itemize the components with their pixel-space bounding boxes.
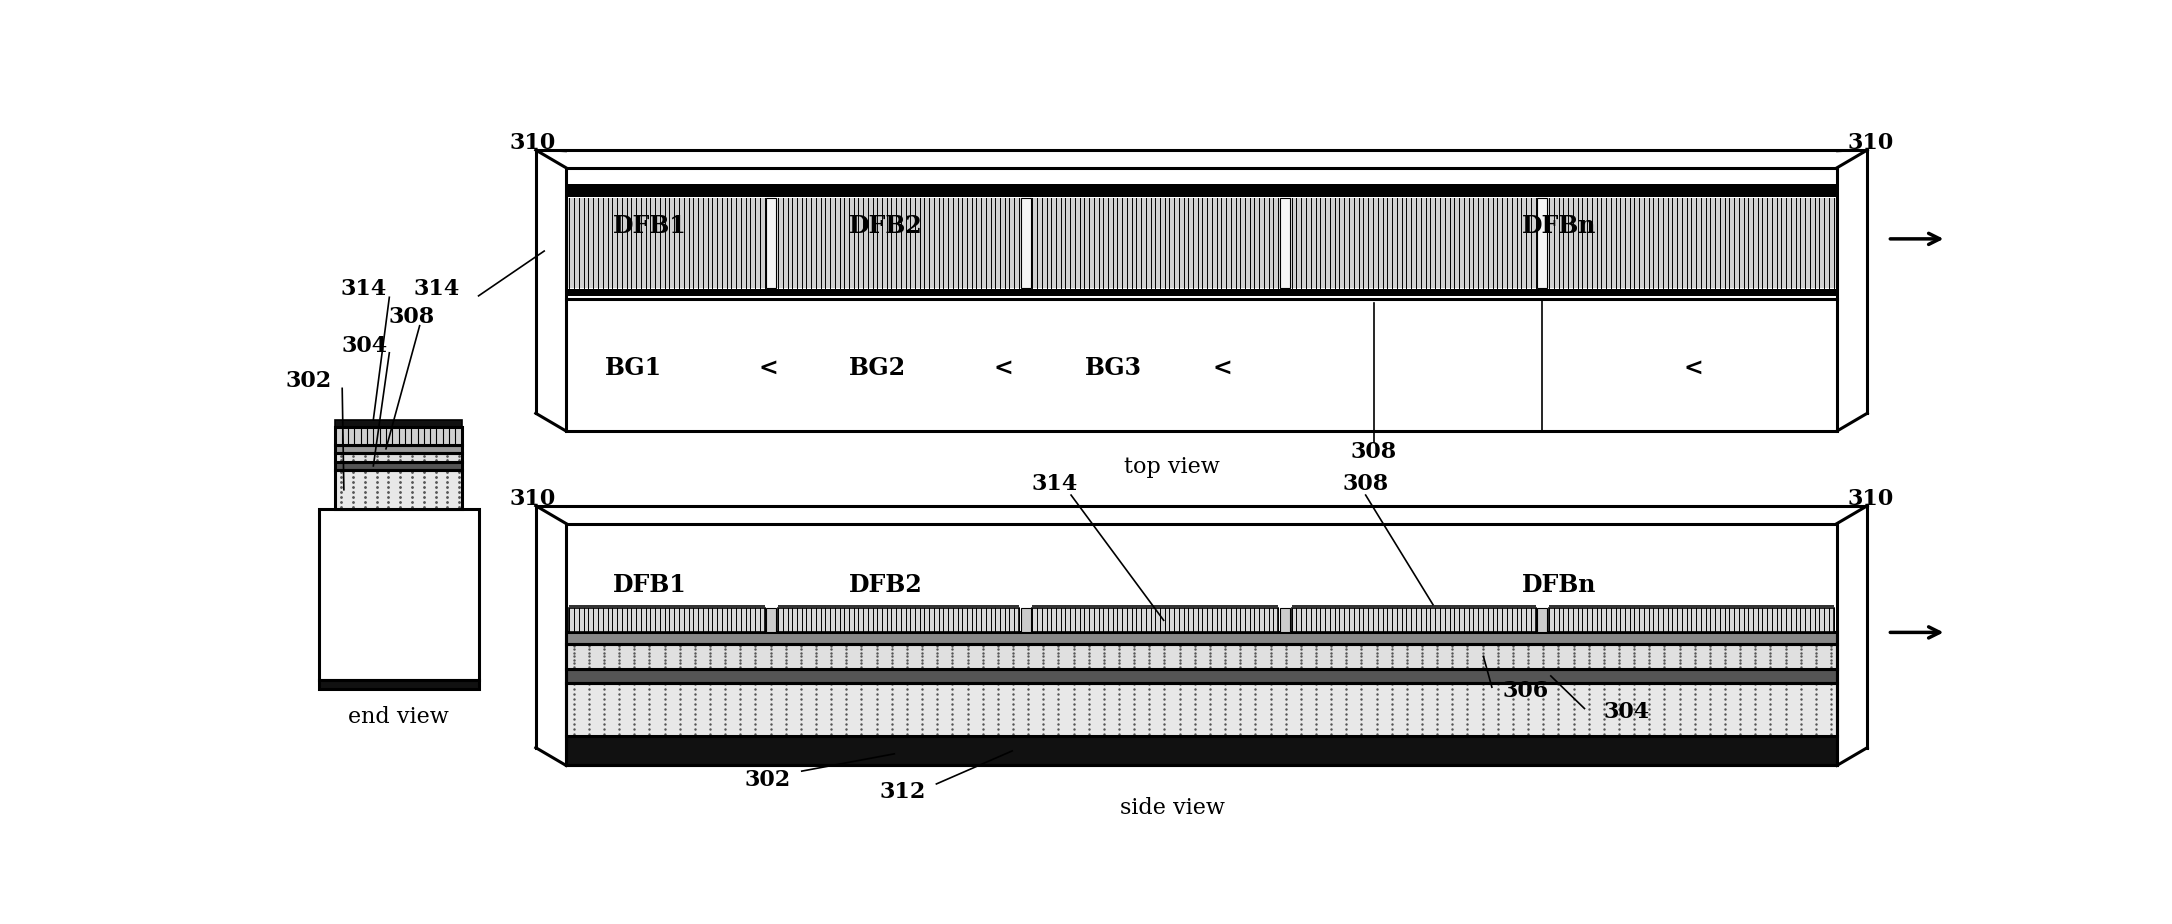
- Bar: [567, 645, 1838, 669]
- Bar: [319, 509, 478, 680]
- Bar: [567, 683, 1838, 736]
- Text: 304: 304: [341, 334, 387, 357]
- Text: 302: 302: [745, 769, 791, 791]
- Bar: [1292, 198, 1536, 288]
- Bar: [1279, 608, 1290, 632]
- Bar: [1292, 608, 1536, 632]
- Bar: [567, 198, 1838, 288]
- Bar: [319, 680, 478, 688]
- Bar: [334, 427, 463, 444]
- Text: DFB1: DFB1: [613, 213, 686, 237]
- Text: BG1: BG1: [604, 356, 662, 380]
- Text: 302: 302: [285, 371, 332, 393]
- Text: 310: 310: [508, 488, 556, 510]
- Text: BG3: BG3: [1084, 356, 1142, 380]
- Bar: [1032, 608, 1277, 632]
- Bar: [1032, 608, 1277, 632]
- Text: DFBn: DFBn: [1523, 573, 1596, 597]
- Bar: [567, 289, 1838, 297]
- Text: 308: 308: [1351, 442, 1397, 464]
- Text: 304: 304: [1603, 701, 1649, 723]
- Bar: [334, 453, 463, 462]
- Text: side view: side view: [1119, 797, 1225, 820]
- Bar: [569, 608, 765, 632]
- Text: DFBn: DFBn: [1523, 213, 1596, 237]
- Bar: [778, 198, 1019, 288]
- Bar: [1549, 608, 1833, 632]
- Bar: [767, 198, 778, 288]
- Bar: [334, 470, 463, 509]
- Bar: [1021, 608, 1032, 632]
- Bar: [567, 669, 1838, 683]
- Text: <: <: [1212, 356, 1232, 380]
- Bar: [567, 168, 1838, 431]
- Bar: [778, 608, 1019, 632]
- Bar: [567, 168, 1838, 431]
- Text: DFB1: DFB1: [613, 573, 686, 597]
- Bar: [567, 524, 1838, 765]
- Bar: [567, 184, 1838, 197]
- Text: 310: 310: [1848, 132, 1894, 154]
- Text: DFB2: DFB2: [849, 573, 923, 597]
- Text: end view: end view: [348, 706, 450, 728]
- Bar: [567, 632, 1838, 645]
- Text: BG2: BG2: [849, 356, 906, 380]
- Bar: [567, 645, 1838, 669]
- Bar: [1549, 608, 1833, 632]
- Bar: [1292, 608, 1536, 632]
- Bar: [778, 608, 1019, 632]
- Text: 312: 312: [880, 782, 925, 804]
- Text: 314: 314: [1032, 473, 1077, 495]
- Bar: [1549, 605, 1833, 608]
- Bar: [569, 608, 765, 632]
- Bar: [778, 605, 1019, 608]
- Text: 310: 310: [508, 132, 556, 154]
- Bar: [767, 608, 778, 632]
- Text: 306: 306: [1503, 680, 1549, 701]
- Text: <: <: [758, 356, 778, 380]
- Bar: [567, 683, 1838, 736]
- Bar: [1279, 198, 1290, 288]
- Bar: [569, 605, 765, 608]
- Bar: [334, 462, 463, 470]
- Text: 310: 310: [1848, 488, 1894, 510]
- Bar: [334, 453, 463, 462]
- Bar: [1538, 198, 1546, 288]
- Bar: [334, 444, 463, 453]
- Bar: [1032, 605, 1277, 608]
- Bar: [1538, 608, 1546, 632]
- Text: 308: 308: [389, 306, 434, 328]
- Text: <: <: [1683, 356, 1703, 380]
- Text: 314: 314: [341, 278, 387, 299]
- Text: 308: 308: [1342, 473, 1388, 495]
- Text: top view: top view: [1125, 456, 1221, 478]
- Bar: [569, 198, 765, 288]
- Bar: [334, 470, 463, 509]
- Text: DFB2: DFB2: [849, 213, 923, 237]
- Bar: [1292, 605, 1536, 608]
- Bar: [1032, 198, 1277, 288]
- Text: 314: 314: [413, 278, 460, 299]
- Bar: [1021, 198, 1032, 288]
- Bar: [1549, 198, 1833, 288]
- Bar: [567, 736, 1838, 765]
- Bar: [334, 427, 463, 444]
- Bar: [334, 419, 463, 427]
- Text: <: <: [995, 356, 1014, 380]
